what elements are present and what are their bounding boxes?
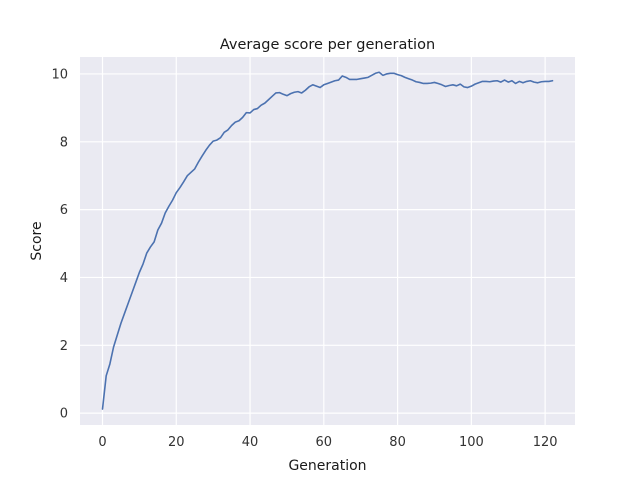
tick-labels: 0 20 40 60 80 100 120 0 2 4 6 8 10 xyxy=(51,67,557,450)
grid-lines xyxy=(80,57,575,425)
y-tick-label: 2 xyxy=(60,339,68,354)
plot-background xyxy=(80,57,575,425)
x-tick-label: 100 xyxy=(459,435,484,450)
y-tick-label: 0 xyxy=(60,407,68,422)
x-tick-label: 60 xyxy=(316,435,333,450)
x-tick-label: 80 xyxy=(389,435,406,450)
y-tick-label: 8 xyxy=(60,135,68,150)
y-axis-label: Score xyxy=(29,221,45,260)
y-tick-label: 6 xyxy=(60,203,68,218)
x-tick-label: 20 xyxy=(168,435,185,450)
x-tick-label: 40 xyxy=(242,435,259,450)
x-tick-label: 120 xyxy=(533,435,558,450)
chart-title: Average score per generation xyxy=(220,37,435,53)
x-axis-label: Generation xyxy=(288,458,366,474)
x-tick-label: 0 xyxy=(98,435,106,450)
series-line xyxy=(101,71,554,410)
y-tick-label: 4 xyxy=(60,271,68,286)
y-tick-label: 10 xyxy=(51,67,68,82)
